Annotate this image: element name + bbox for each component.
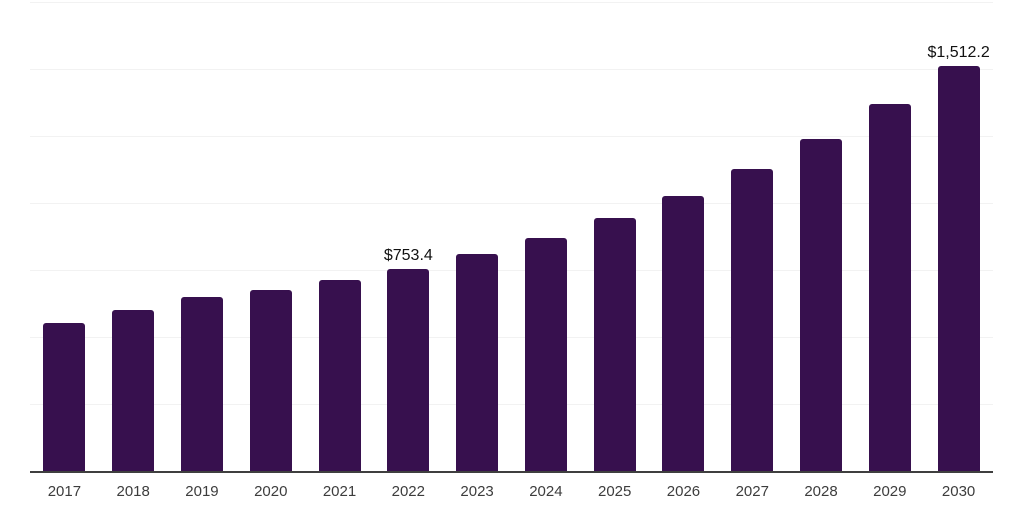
gridline-1750 — [30, 2, 993, 3]
x-tick-2023: 2023 — [460, 483, 494, 500]
x-tick-2028: 2028 — [804, 483, 838, 500]
bar-2029[interactable] — [868, 104, 911, 471]
bar-2027[interactable] — [731, 168, 774, 471]
gridline-1000 — [30, 203, 993, 204]
plot-area: $753.4 $1,512.2 — [30, 2, 993, 473]
x-tick-2025: 2025 — [597, 483, 632, 500]
x-tick-2029: 2029 — [873, 483, 907, 500]
gridline-1500 — [30, 69, 993, 70]
bar-2017[interactable] — [43, 322, 86, 471]
bar-2026[interactable] — [662, 195, 705, 471]
bar-2030[interactable] — [937, 65, 980, 471]
gridline-500 — [30, 337, 993, 338]
x-tick-2017: 2017 — [47, 483, 82, 500]
data-label-2022: $753.4 — [383, 247, 433, 265]
bar-2021[interactable] — [318, 280, 361, 471]
data-label-2030: $1,512.2 — [927, 43, 990, 61]
bar-2019[interactable] — [180, 296, 223, 471]
x-axis-line — [30, 471, 993, 473]
x-tick-2030: 2030 — [941, 483, 976, 500]
x-tick-2018: 2018 — [116, 483, 150, 500]
gridline-250 — [30, 404, 993, 405]
bar-2024[interactable] — [524, 237, 567, 471]
gridline-750 — [30, 270, 993, 271]
bar-2018[interactable] — [112, 310, 155, 471]
bar-2020[interactable] — [249, 289, 292, 471]
x-tick-2022: 2022 — [391, 483, 425, 500]
bar-2023[interactable] — [456, 253, 499, 471]
x-tick-2027: 2027 — [735, 483, 769, 500]
x-tick-2026: 2026 — [666, 483, 701, 500]
bar-2028[interactable] — [800, 138, 843, 471]
gridline-1250 — [30, 136, 993, 137]
bar-2022[interactable] — [387, 269, 430, 471]
x-tick-2019: 2019 — [185, 483, 219, 500]
bar-2025[interactable] — [593, 217, 636, 471]
x-tick-2021: 2021 — [322, 483, 357, 500]
x-tick-2020: 2020 — [254, 483, 288, 500]
x-tick-2024: 2024 — [529, 483, 563, 500]
